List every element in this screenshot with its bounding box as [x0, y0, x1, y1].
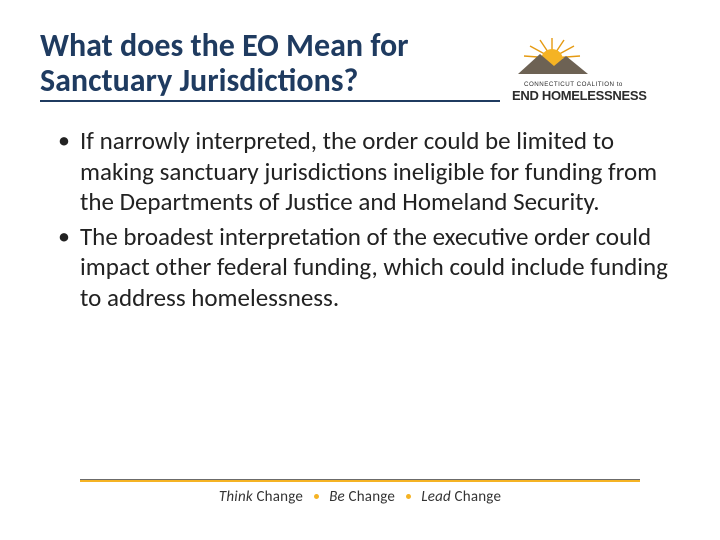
slide-title: What does the EO Mean for Sanctuary Juri…	[40, 28, 500, 102]
list-item: The broadest interpretation of the execu…	[54, 222, 680, 314]
dot-icon	[314, 494, 319, 499]
org-logo: CONNECTICUT COALITION to END HOMELESSNES…	[510, 34, 680, 104]
logo-top-text: CONNECTICUT COALITION to	[524, 81, 623, 88]
bullet-list: If narrowly interpreted, the order could…	[54, 126, 680, 313]
footer: Think Change Be Change Lead Change	[0, 479, 720, 506]
header-row: What does the EO Mean for Sanctuary Juri…	[40, 28, 680, 104]
tagline-seg: Think Change	[219, 488, 303, 506]
tagline-seg: Lead Change	[421, 488, 501, 506]
list-item: If narrowly interpreted, the order could…	[54, 126, 680, 218]
tagline-seg: Be Change	[329, 488, 395, 506]
logo-main-text: END HOMELESSNESS	[512, 88, 647, 103]
logo-svg: CONNECTICUT COALITION to END HOMELESSNES…	[510, 34, 680, 104]
slide: What does the EO Mean for Sanctuary Juri…	[0, 0, 720, 540]
footer-rule	[80, 479, 640, 482]
tagline: Think Change Be Change Lead Change	[0, 488, 720, 506]
body-content: If narrowly interpreted, the order could…	[40, 126, 680, 313]
dot-icon	[406, 494, 411, 499]
